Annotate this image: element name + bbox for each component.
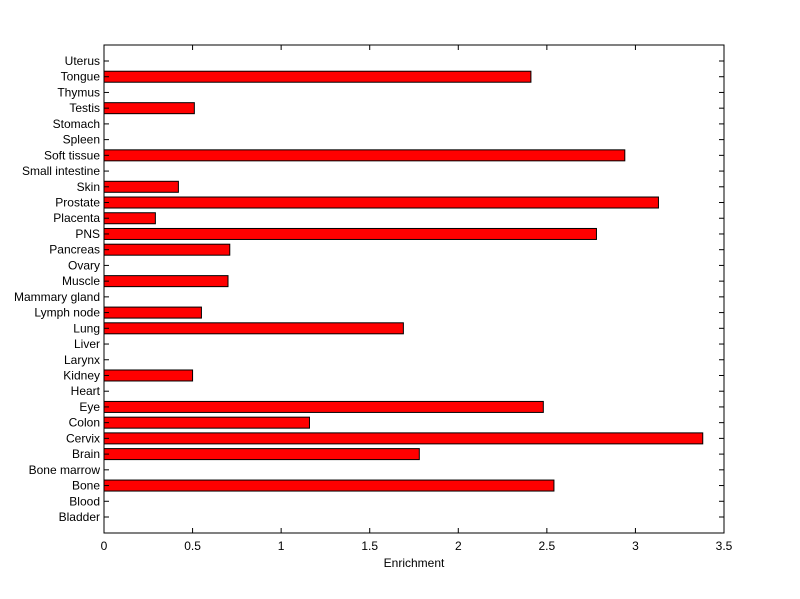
category-label-spleen: Spleen	[63, 133, 100, 147]
x-tick-label: 1	[278, 539, 285, 553]
category-label-eye: Eye	[79, 400, 100, 414]
category-label-mammary-gland: Mammary gland	[14, 290, 100, 304]
bar-soft-tissue	[103, 149, 626, 162]
x-tick-label: 1.5	[361, 539, 378, 553]
bar-placenta	[103, 212, 156, 225]
category-label-pns: PNS	[75, 227, 100, 241]
category-label-placenta: Placenta	[53, 211, 100, 225]
category-label-small-intestine: Small intestine	[22, 164, 100, 178]
category-label-liver: Liver	[74, 337, 100, 351]
category-label-stomach: Stomach	[53, 117, 100, 131]
category-label-heart: Heart	[71, 384, 101, 398]
bar-eye	[103, 400, 544, 413]
bar-prostate	[103, 196, 659, 209]
x-tick-label: 0.5	[184, 539, 201, 553]
category-label-lymph-node: Lymph node	[34, 306, 100, 320]
category-label-brain: Brain	[72, 447, 100, 461]
x-axis-label: Enrichment	[384, 556, 445, 570]
category-label-tongue: Tongue	[61, 70, 101, 84]
category-label-kidney: Kidney	[63, 368, 100, 382]
category-label-prostate: Prostate	[55, 196, 100, 210]
bar-muscle	[103, 275, 229, 288]
category-label-testis: Testis	[69, 101, 100, 115]
x-tick-label: 3.5	[716, 539, 733, 553]
category-label-ovary: Ovary	[68, 258, 100, 272]
category-label-cervix: Cervix	[66, 431, 100, 445]
bar-pancreas	[103, 243, 231, 256]
category-label-bone-marrow: Bone marrow	[29, 463, 101, 477]
x-tick-labels-group: 0 0.5 1 1.5 2 2.5 3 3.5	[101, 539, 733, 553]
category-label-soft-tissue: Soft tissue	[44, 148, 100, 162]
category-label-larynx: Larynx	[64, 353, 100, 367]
category-label-lung: Lung	[73, 321, 100, 335]
category-label-blood: Blood	[69, 494, 100, 508]
bar-kidney	[103, 369, 194, 382]
bar-tongue	[103, 70, 532, 83]
bar-colon	[103, 416, 310, 429]
category-label-muscle: Muscle	[62, 274, 100, 288]
category-label-uterus: Uterus	[65, 54, 100, 68]
x-tick-label: 2.5	[539, 539, 556, 553]
bar-cervix	[103, 432, 704, 445]
x-tick-label: 2	[455, 539, 462, 553]
category-label-colon: Colon	[69, 416, 100, 430]
bar-testis	[103, 102, 195, 115]
bar-brain	[103, 448, 420, 461]
category-label-thymus: Thymus	[57, 85, 100, 99]
bar-skin	[103, 180, 179, 193]
x-tick-label: 3	[632, 539, 639, 553]
category-label-pancreas: Pancreas	[49, 243, 100, 257]
bars-group	[103, 70, 704, 492]
x-tick-label: 0	[101, 539, 108, 553]
bar-pns	[103, 227, 597, 240]
category-label-bone: Bone	[72, 479, 100, 493]
category-label-skin: Skin	[77, 180, 100, 194]
axes-frame	[103, 44, 725, 534]
bar-lung	[103, 322, 404, 335]
bar-bone	[103, 479, 555, 492]
bar-lymph-node	[103, 306, 202, 319]
category-label-bladder: Bladder	[59, 510, 100, 524]
